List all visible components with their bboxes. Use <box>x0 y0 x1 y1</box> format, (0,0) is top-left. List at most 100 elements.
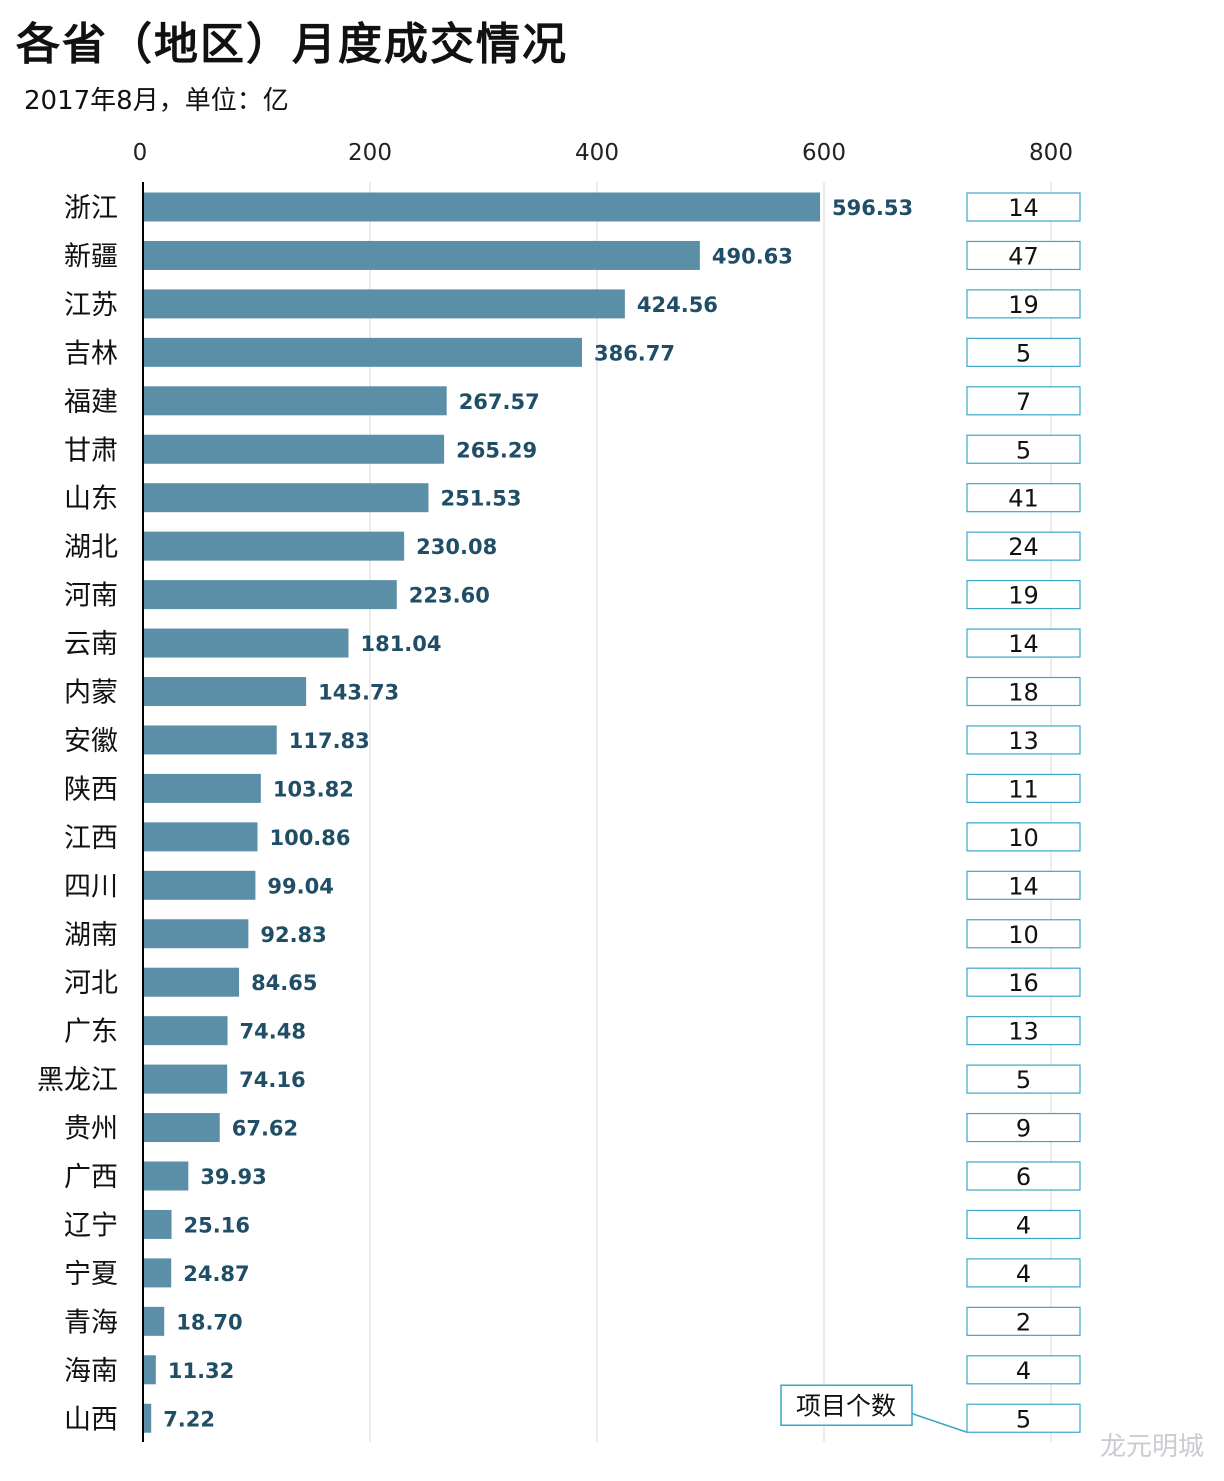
value-label: 424.56 <box>637 293 718 317</box>
count-value: 5 <box>1016 339 1031 367</box>
count-value: 47 <box>1008 242 1039 270</box>
bar <box>143 580 397 610</box>
category-label: 福建 <box>64 387 118 418</box>
value-label: 39.93 <box>200 1165 266 1189</box>
bar <box>143 1209 172 1239</box>
count-value: 5 <box>1016 1405 1031 1433</box>
bar <box>143 531 405 561</box>
category-label: 宁夏 <box>64 1259 118 1290</box>
value-label: 181.04 <box>360 632 441 656</box>
category-label: 四川 <box>64 871 118 902</box>
category-label: 青海 <box>64 1307 118 1338</box>
category-labels: 浙江新疆江苏吉林福建甘肃山东湖北河南云南内蒙安徽陕西江西四川湖南河北广东黑龙江贵… <box>37 193 118 1435</box>
bar <box>143 628 349 658</box>
value-label: 265.29 <box>456 438 537 462</box>
category-label: 广西 <box>64 1162 118 1193</box>
count-box <box>966 919 1081 949</box>
x-tick-label: 400 <box>575 140 619 166</box>
value-label: 223.60 <box>409 584 490 608</box>
value-label: 18.70 <box>176 1310 242 1334</box>
value-label: 74.48 <box>240 1020 306 1044</box>
bar <box>143 1403 152 1433</box>
bar <box>143 773 261 803</box>
count-box <box>966 628 1081 658</box>
count-value: 10 <box>1008 921 1039 949</box>
watermark-text: 龙元明城 <box>1099 1432 1204 1462</box>
count-box <box>966 676 1081 707</box>
x-tick-label: 800 <box>1029 140 1073 166</box>
bars <box>143 192 821 1433</box>
bar <box>143 677 307 706</box>
x-tick-label: 200 <box>348 140 392 166</box>
count-box <box>966 773 1081 804</box>
bar <box>143 967 240 997</box>
x-tick-label: 600 <box>802 140 846 166</box>
count-box <box>966 289 1081 319</box>
value-labels: 596.53 490.63 424.56 386.77 267.57 265.29 251.… <box>163 196 913 1431</box>
count-value: 7 <box>1016 388 1031 416</box>
value-label: 24.87 <box>183 1262 249 1286</box>
bar <box>143 1064 228 1094</box>
count-box <box>966 434 1081 464</box>
count-box <box>966 531 1081 561</box>
x-axis-ticks: 0 200 400 600 800 <box>133 140 1073 166</box>
count-box <box>966 192 1081 222</box>
count-value: 24 <box>1008 533 1039 561</box>
count-value: 18 <box>1008 679 1039 707</box>
category-label: 云南 <box>64 629 118 660</box>
gridlines <box>369 182 1052 1442</box>
count-box <box>966 870 1081 900</box>
value-label: 84.65 <box>251 971 317 995</box>
count-value: 4 <box>1016 1260 1031 1288</box>
value-label: 490.63 <box>712 244 793 268</box>
count-box <box>966 579 1081 610</box>
count-value: 11 <box>1008 775 1039 803</box>
count-box <box>966 483 1081 513</box>
category-label: 广东 <box>64 1017 118 1048</box>
count-box <box>966 337 1081 367</box>
category-label: 江西 <box>64 823 118 854</box>
count-box <box>966 1306 1081 1336</box>
bar <box>143 1113 220 1143</box>
value-label: 267.57 <box>459 390 540 414</box>
count-value: 5 <box>1016 1066 1031 1094</box>
value-label: 11.32 <box>168 1359 234 1383</box>
category-label: 吉林 <box>64 338 118 369</box>
value-label: 74.16 <box>239 1068 305 1092</box>
value-label: 117.83 <box>289 729 370 753</box>
count-value: 4 <box>1016 1211 1031 1239</box>
category-label: 黑龙江 <box>37 1065 118 1096</box>
count-box <box>966 1161 1081 1191</box>
value-label: 100.86 <box>269 826 350 850</box>
value-label: 7.22 <box>163 1407 215 1431</box>
callout-label: 项目个数 <box>796 1391 896 1420</box>
count-box <box>966 1355 1081 1385</box>
value-label: 596.53 <box>832 196 913 220</box>
count-box <box>966 967 1081 997</box>
category-label: 新疆 <box>64 241 118 272</box>
count-box <box>966 1112 1081 1143</box>
count-value: 10 <box>1008 824 1039 852</box>
category-label: 浙江 <box>64 193 118 224</box>
bar <box>143 1355 156 1385</box>
value-label: 143.73 <box>318 681 399 705</box>
category-label: 陕西 <box>64 774 118 805</box>
counts-callout: 项目个数 <box>780 1384 968 1433</box>
category-label: 江苏 <box>64 290 118 321</box>
callout-pointer <box>910 1412 968 1433</box>
count-value: 9 <box>1016 1115 1031 1143</box>
chart-subtitle: 2017年8月，单位：亿 <box>24 86 289 116</box>
bar <box>143 822 258 852</box>
count-value: 6 <box>1016 1163 1031 1191</box>
value-label: 25.16 <box>184 1213 250 1237</box>
value-label: 92.83 <box>260 923 326 947</box>
count-box <box>966 386 1081 416</box>
bar <box>143 483 429 513</box>
bar <box>143 725 277 755</box>
category-label: 河南 <box>64 581 118 612</box>
count-value: 19 <box>1008 291 1039 319</box>
count-box <box>966 240 1081 271</box>
bar <box>143 1161 189 1191</box>
value-label: 99.04 <box>267 874 333 898</box>
count-value: 13 <box>1008 1018 1039 1046</box>
